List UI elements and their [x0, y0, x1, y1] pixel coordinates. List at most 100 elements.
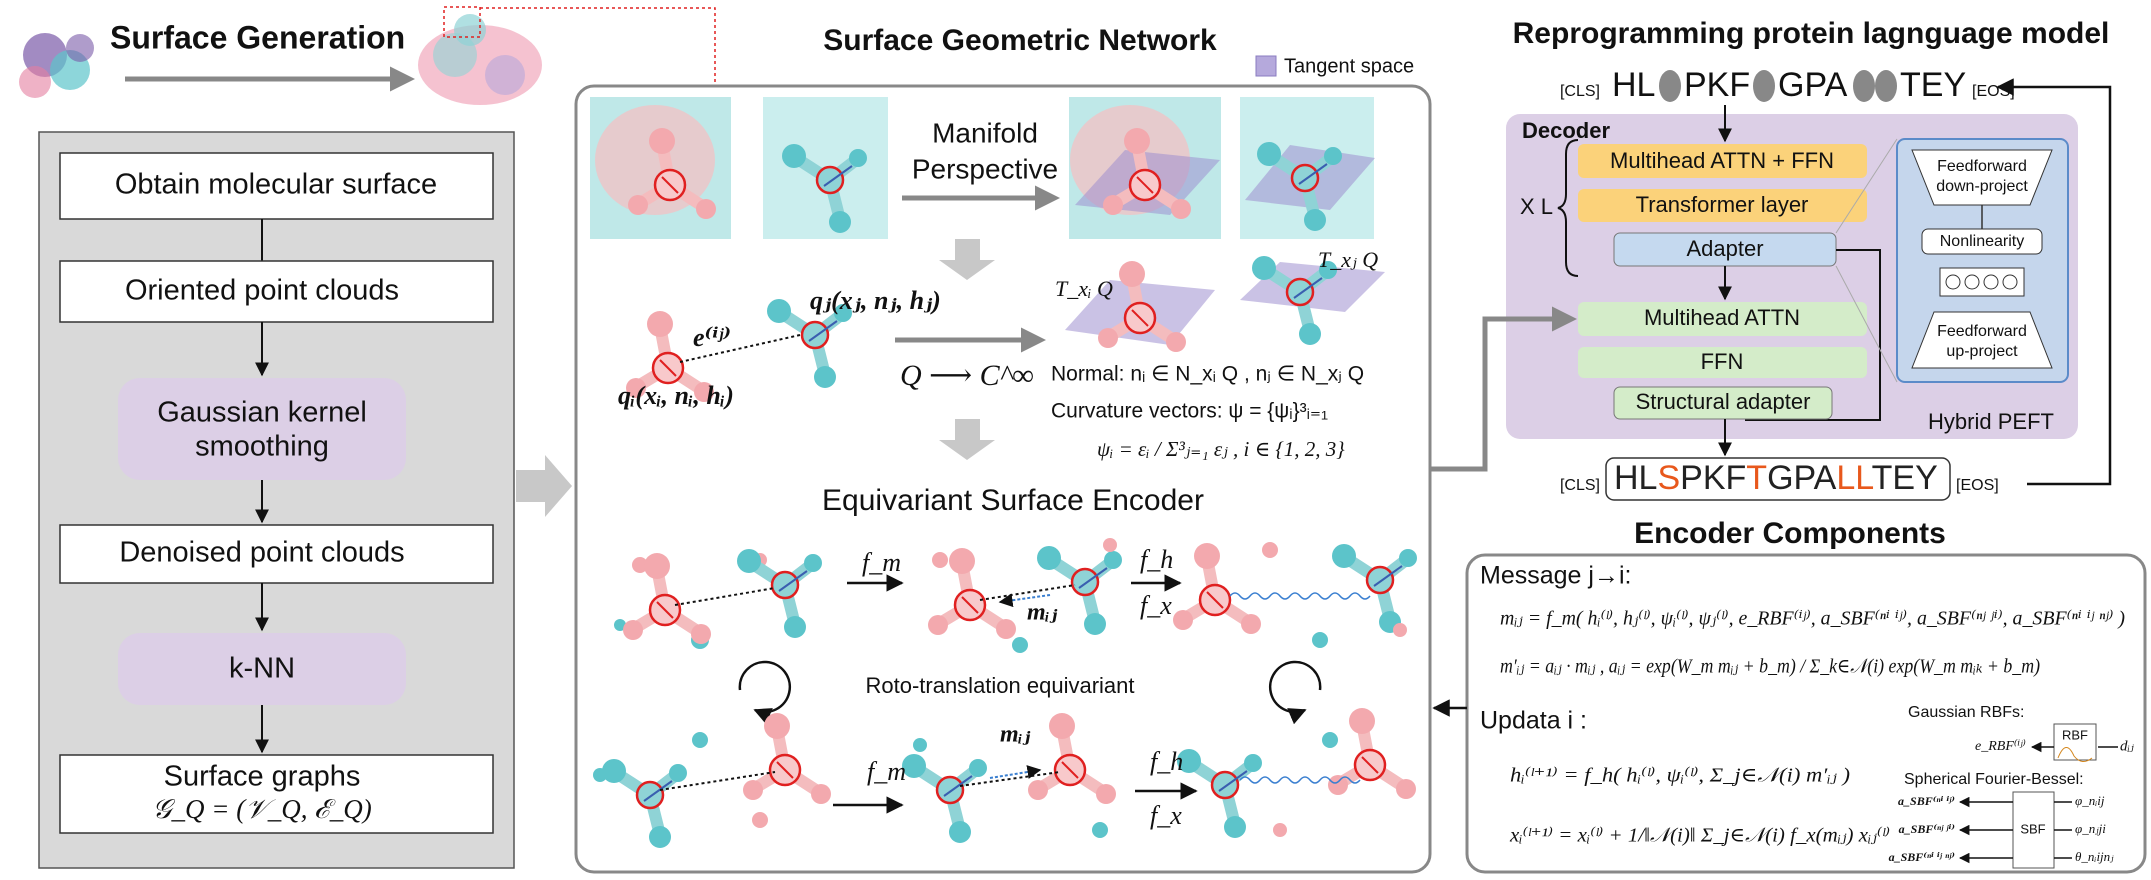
rbf-curve [2057, 747, 2093, 762]
layer-label: FFN [1701, 349, 1744, 374]
sbf-output: a_SBF⁽ⁿⁱ ⁱʲ⁾ [1898, 794, 1955, 808]
step-label: k-NN [229, 653, 295, 685]
formula: xᵢ⁽ˡ⁺¹⁾ = xᵢ⁽ˡ⁾ + 1/‖𝒩(i)‖ Σ_j∈𝒩(i) f_x(… [1509, 825, 1890, 847]
peft-label: up-project [1946, 343, 2018, 360]
rotation-arrow [738, 660, 792, 725]
token: HL [1614, 459, 1657, 497]
formula: m′ᵢⱼ = aᵢⱼ · mᵢⱼ , aᵢⱼ = exp(W_m mᵢⱼ + b… [1500, 656, 2040, 678]
big-arrow [516, 455, 572, 517]
layer-label: Multihead ATTN [1644, 305, 1800, 330]
decoder-label: Decoder [1522, 118, 1610, 143]
legend-swatch [1255, 55, 1277, 77]
output-sequence: HLSPKFTGPALLTEY [1614, 459, 1938, 497]
sbf-input: φ_nᵢij [2075, 793, 2105, 808]
down-project [1911, 149, 2053, 206]
formula: mᵢⱼ = f_m( hᵢ⁽ˡ⁾, hⱼ⁽ˡ⁾, ψᵢ⁽ˡ⁾, ψⱼ⁽ˡ⁾, e… [1500, 608, 2125, 630]
output-box [1605, 457, 1951, 501]
legend-label: Tangent space [1284, 55, 1414, 77]
message-title: Message j→i: [1480, 562, 1631, 590]
peft-title: Hybrid PEFT [1928, 409, 2054, 434]
step-box [118, 378, 406, 480]
unit [1945, 274, 1961, 290]
layer-label: Structural adapter [1636, 389, 1811, 414]
equivariant-label: Roto-translation equivariant [865, 673, 1134, 698]
token: PKF [1680, 459, 1746, 497]
section-title: Reprogramming protein lagnguage model [1513, 17, 2110, 50]
components-panel [1465, 553, 2147, 874]
sbf-box [2012, 791, 2055, 869]
step-box [118, 633, 406, 705]
skip-line [1745, 249, 1881, 421]
step-label: Gaussian kernel [157, 397, 367, 429]
network-panel [574, 84, 1432, 874]
zoom-box [443, 6, 481, 38]
layer-label: Adapter [1686, 236, 1763, 261]
psi-formula: ψᵢ = εᵢ / Σ³ⱼ₌₁ εⱼ , i ∈ {1, 2, 3} [1097, 437, 1345, 461]
mask [1753, 70, 1775, 102]
unit [1983, 274, 1999, 290]
formula: hᵢ⁽ˡ⁺¹⁾ = f_h( hᵢ⁽ˡ⁾, ψᵢ⁽ˡ⁾, Σ_j∈𝒩(i) m′… [1510, 765, 1850, 787]
peft-label: down-project [1936, 178, 2028, 195]
mask [1853, 70, 1875, 102]
token: [CLS] [1560, 477, 1600, 494]
peft-label: Feedforward [1937, 158, 2027, 175]
step-label: Denoised point clouds [119, 537, 404, 569]
peft-label: Feedforward [1937, 323, 2027, 340]
step-box [59, 152, 494, 220]
normal-text: Normal: nᵢ ∈ N_xᵢ Q , nⱼ ∈ N_xⱼ Q [1051, 363, 1364, 386]
zoom-line [1835, 265, 1898, 383]
step-box [59, 260, 494, 323]
message-label: mᵢⱼ [1000, 722, 1031, 748]
map-label: Q ⟶ C^∞ [900, 359, 1034, 392]
layer-box [1578, 347, 1867, 378]
function-label: f_x [1150, 801, 1182, 830]
step-formula: 𝒢_Q = (𝒱_Q, ℰ_Q) [152, 794, 371, 824]
sbf-input: φ_nⱼji [2075, 821, 2106, 836]
surface-icon [418, 14, 542, 105]
manifold-label: Manifold [932, 117, 1038, 148]
token: LL [1836, 459, 1873, 497]
function-label: f_m [862, 548, 901, 577]
zoom-line [480, 7, 721, 112]
rbf-output: e_RBF⁽ⁱʲ⁾ [1975, 739, 2026, 754]
manifold-label: Perspective [912, 153, 1058, 184]
step-label: smoothing [195, 431, 329, 463]
token: [CLS] [1560, 83, 1600, 100]
function-label: f_m [867, 757, 906, 786]
section-title: Surface Geometric Network [823, 24, 1217, 57]
token: TEY [1900, 66, 1966, 104]
point-label: qⱼ(xⱼ, nⱼ, hⱼ) [810, 286, 941, 315]
layer-label: Multihead ATTN + FFN [1610, 148, 1834, 173]
curvature-text: Curvature vectors: ψ = {ψᵢ}³ᵢ₌₁ [1051, 400, 1328, 423]
edge-label: e⁽ⁱʲ⁾ [693, 323, 731, 352]
token: GPA [1767, 459, 1837, 497]
section-title: Encoder Components [1634, 517, 1946, 550]
down-arrow [939, 419, 995, 460]
unit [1964, 274, 1980, 290]
token: S [1657, 459, 1680, 497]
layer-box [1613, 386, 1833, 420]
layer-label: Transformer layer [1636, 192, 1809, 217]
rotation-arrow [1268, 660, 1322, 725]
sbf-input: θ_nᵢijnⱼ [2075, 849, 2114, 864]
up-project [1911, 311, 2053, 369]
encoder-row-2 [593, 708, 1416, 848]
tangent-label: T_xⱼ Q [1318, 247, 1378, 272]
step-label: Oriented point clouds [125, 275, 399, 307]
zoom-line [1835, 138, 1898, 234]
nonlinearity-box [1921, 228, 2043, 255]
layer-box [1578, 189, 1867, 222]
rbf-label: RBF [2062, 727, 2088, 742]
encoder-title: Equivariant Surface Encoder [822, 484, 1204, 517]
update-title: Updata i : [1480, 707, 1587, 735]
encoder-row-1 [614, 538, 1417, 653]
pipeline-panel [38, 131, 515, 869]
tangent-label: T_xᵢ Q [1055, 276, 1113, 301]
step-label: Surface graphs [164, 761, 361, 793]
surface-thumbnails [590, 97, 1375, 239]
brace [1557, 139, 1579, 277]
unit [2002, 274, 2018, 290]
protein-icon [19, 33, 94, 98]
rbf-box [2053, 723, 2097, 761]
mask [1875, 70, 1897, 102]
